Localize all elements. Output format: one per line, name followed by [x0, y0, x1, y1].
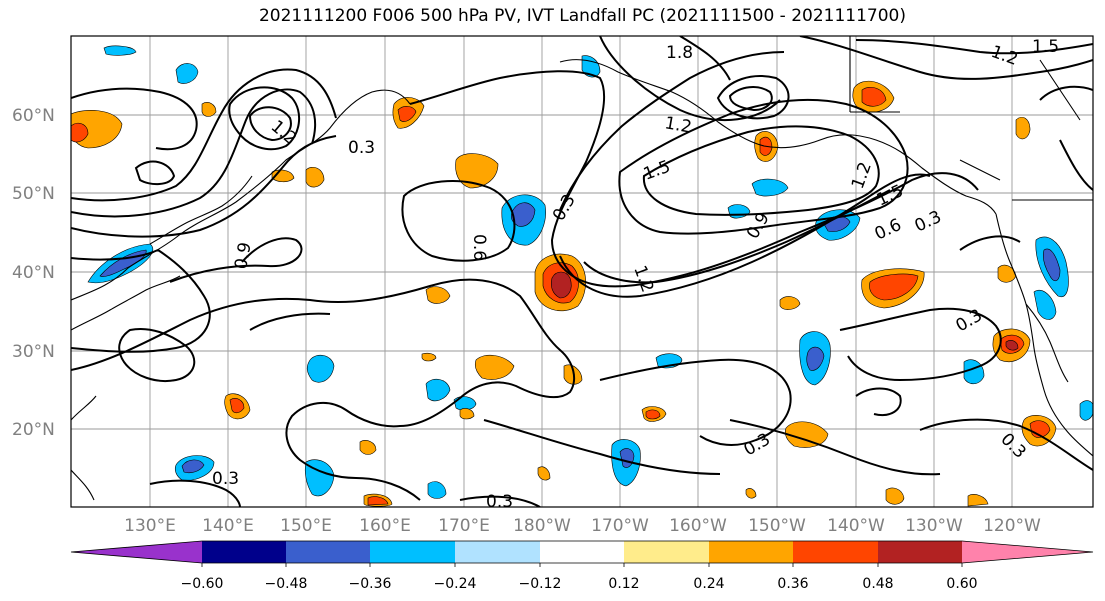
pv-negative-region	[1079, 400, 1093, 421]
colorbar-tick-label: −0.60	[181, 576, 224, 592]
pv-negative-core	[1042, 248, 1061, 282]
contour-label: 1.8	[666, 43, 693, 63]
pv-positive-mid	[645, 409, 661, 420]
colorbar-segment	[878, 541, 962, 563]
lon-label: 160°W	[669, 516, 727, 536]
contour-label: 0.6	[469, 234, 489, 261]
pv-positive-mid	[397, 106, 417, 122]
lon-label: 140°E	[202, 516, 254, 536]
pv-positive-region	[359, 440, 377, 455]
lon-label: 180°W	[513, 516, 571, 536]
pv-negative-region	[306, 354, 335, 383]
pv-positive-region	[784, 421, 829, 448]
colorbar-segment	[71, 541, 202, 563]
lon-label: 170°E	[438, 516, 490, 536]
pv-negative-region	[103, 45, 137, 56]
colorbar-segment	[540, 541, 624, 563]
lon-label: 120°W	[983, 516, 1041, 536]
colorbar	[70, 540, 1094, 567]
map-title: 2021111200 F006 500 hPa PV, IVT Landfall…	[258, 6, 906, 26]
pv-positive-mid	[229, 398, 245, 414]
lon-label: 150°W	[748, 516, 806, 536]
lon-label: 130°W	[905, 516, 963, 536]
lon-label: 150°E	[280, 516, 332, 536]
pv-shading	[71, 45, 1093, 507]
lat-label-20n: 20°N	[12, 420, 55, 440]
pv-negative-region	[751, 178, 789, 197]
pv-negative-region	[427, 481, 447, 499]
contour-label: 0.3	[212, 469, 239, 489]
pv-positive-region	[885, 487, 905, 505]
latitude-labels: 20°N 30°N 40°N 50°N 60°N	[12, 106, 55, 440]
contour-label: 0.3	[348, 138, 375, 158]
colorbar-tick-label: 0.36	[777, 576, 808, 592]
pv-positive-region	[421, 352, 437, 362]
pv-negative-region	[425, 378, 451, 402]
colorbar-tick-label: 0.12	[608, 576, 639, 592]
colorbar-segment	[962, 541, 1093, 563]
colorbar-tick-label: −0.12	[519, 576, 562, 592]
pv-positive-region	[455, 153, 499, 189]
pv-positive-region	[779, 296, 801, 310]
lon-label: 160°E	[359, 516, 411, 536]
lon-label: 140°W	[827, 516, 885, 536]
pv-negative-core	[510, 202, 536, 227]
map-frame	[70, 35, 1094, 508]
lat-label-60n: 60°N	[12, 106, 55, 126]
contour-label: 0.3	[486, 492, 513, 512]
lat-label-40n: 40°N	[12, 263, 55, 283]
pv-positive-region	[537, 466, 551, 481]
colorbar-segment	[202, 541, 286, 563]
colorbar-segment	[370, 541, 455, 563]
colorbar-tick-labels: −0.60 −0.48 −0.36 −0.24 −0.12 0.12 0.24 …	[181, 576, 978, 592]
colorbar-tick-label: −0.36	[349, 576, 392, 592]
colorbar-segment	[793, 541, 878, 563]
pv-positive-mid	[367, 496, 389, 506]
pv-positive-mid	[869, 273, 919, 301]
contour-label: 1.2	[663, 113, 693, 137]
lon-label: 130°E	[124, 516, 176, 536]
pv-positive-region	[305, 167, 325, 188]
colorbar-segment	[709, 541, 793, 563]
contour-label: 1.5	[1032, 37, 1059, 57]
pv-negative-core	[181, 459, 205, 474]
lat-label-50n: 50°N	[12, 184, 55, 204]
pv-negative-core	[806, 346, 825, 371]
colorbar-tick-label: 0.60	[946, 576, 977, 592]
colorbar-segment	[624, 541, 709, 563]
pv-positive-mid	[71, 122, 89, 143]
pv-positive-core	[550, 271, 572, 299]
pv-positive-region	[967, 494, 989, 507]
colorbar-tick-label: −0.24	[434, 576, 477, 592]
contour-label: 0.9	[231, 241, 255, 271]
pv-positive-region	[459, 408, 475, 420]
pv-positive-region	[745, 488, 757, 499]
colorbar-segment	[286, 541, 370, 563]
pv-negative-region	[1033, 290, 1057, 320]
pv-negative-region	[175, 63, 199, 84]
pv-positive-region	[474, 354, 515, 380]
pv-positive-core	[1005, 340, 1019, 351]
pv-positive-region	[1015, 117, 1031, 140]
pv-positive-mid	[861, 87, 887, 107]
longitude-labels: 130°E 140°E 150°E 160°E 170°E 180°W 170°…	[124, 516, 1041, 536]
colorbar-segment	[455, 541, 540, 563]
lon-label: 170°W	[591, 516, 649, 536]
colorbar-tick-label: −0.48	[265, 576, 308, 592]
lat-label-30n: 30°N	[12, 342, 55, 362]
colorbar-tick-label: 0.24	[693, 576, 724, 592]
pv-positive-region	[201, 102, 217, 117]
pv-contours	[71, 36, 1093, 507]
pv-positive-region	[425, 286, 451, 304]
colorbar-tick-label: 0.48	[862, 576, 893, 592]
